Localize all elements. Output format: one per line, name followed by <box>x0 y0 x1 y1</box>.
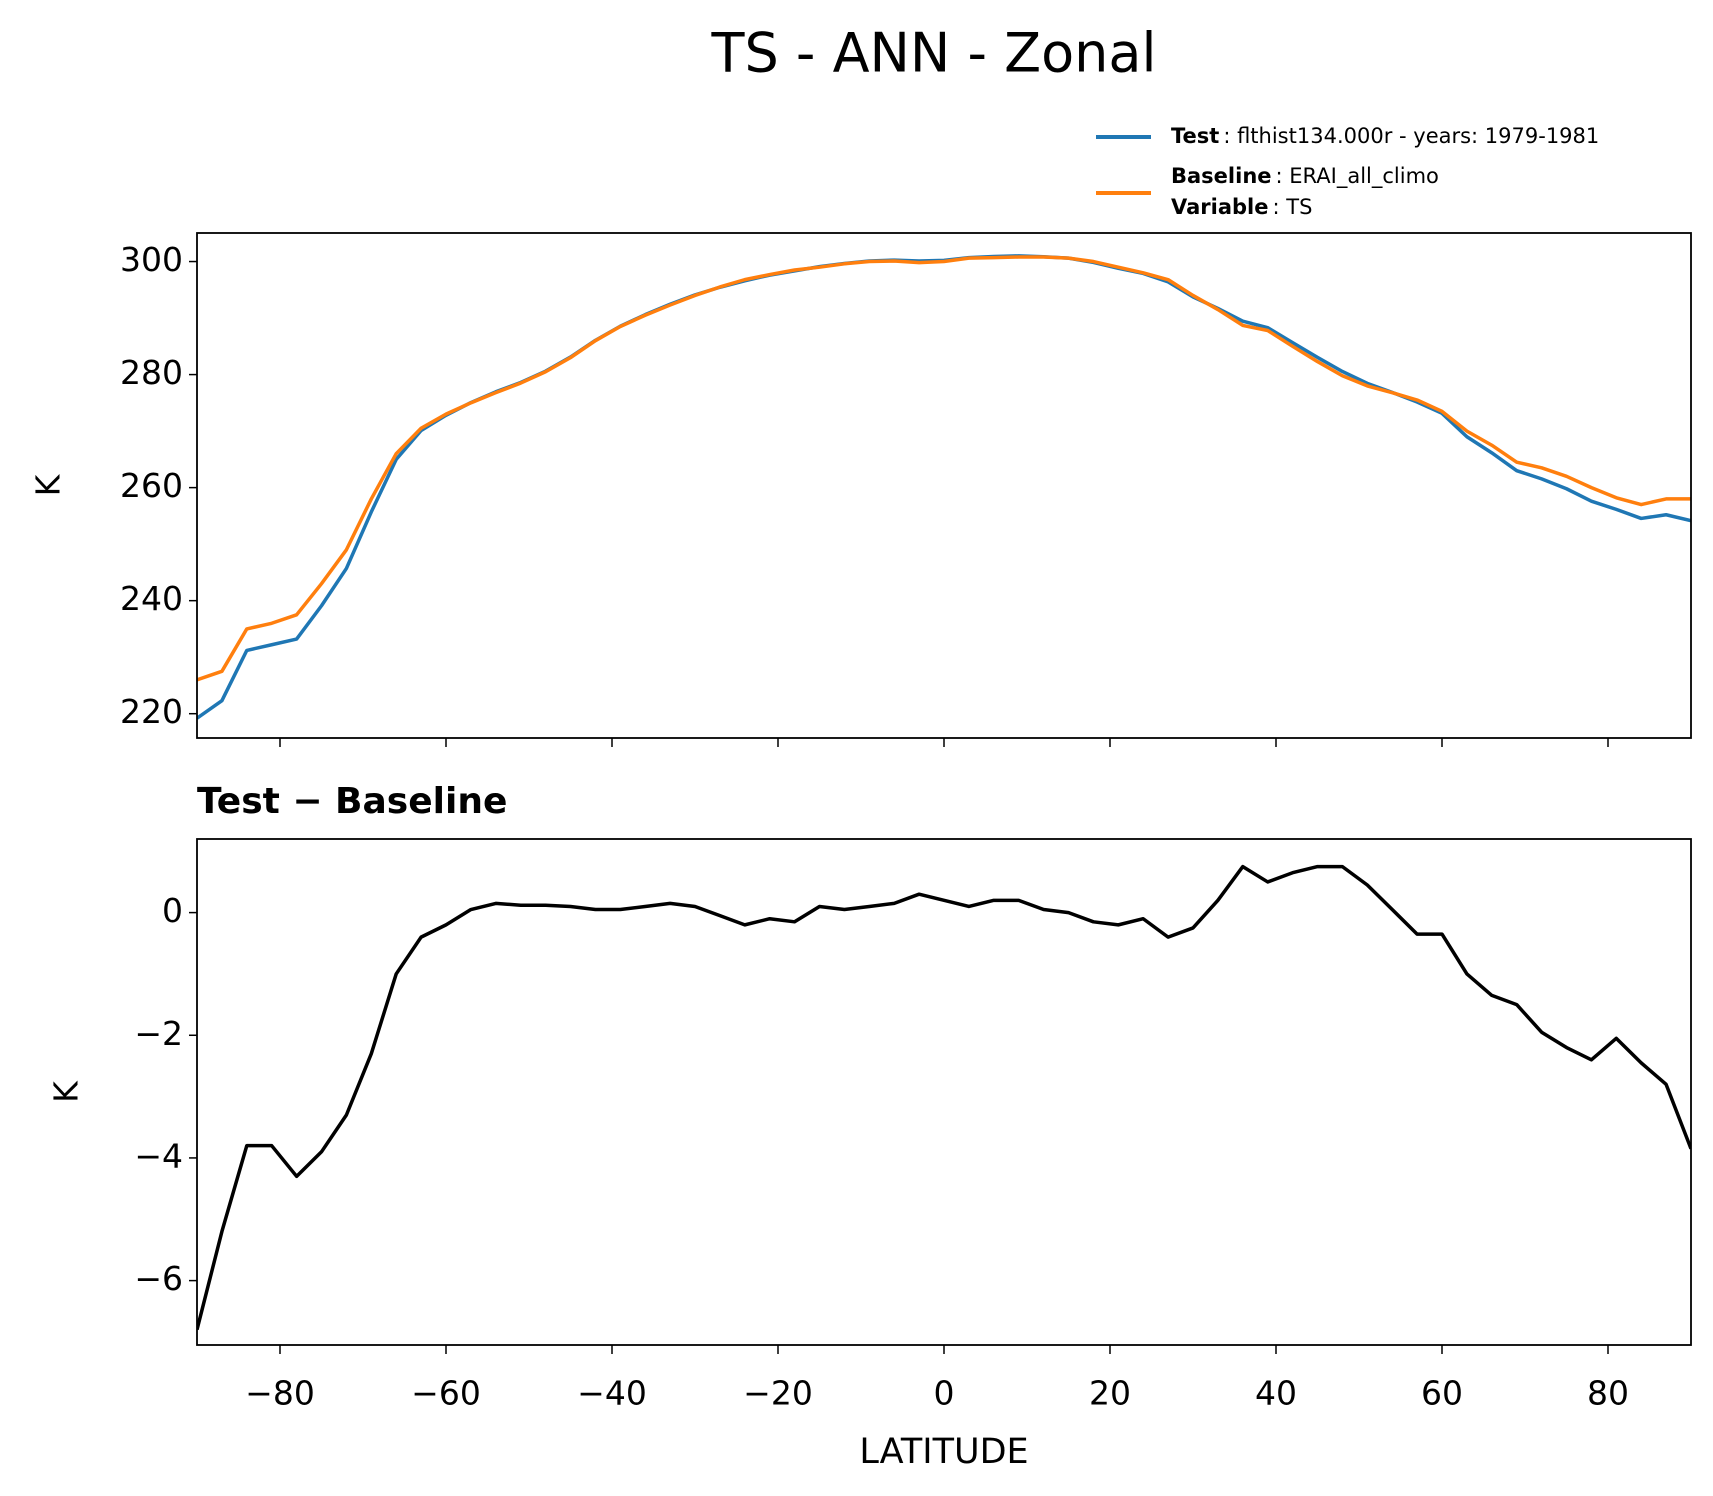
data-line <box>197 254 1691 720</box>
y-tick-label: −4 <box>134 1136 183 1175</box>
legend-description: : flthist134.000r - years: 1979-1981 <box>1223 124 1599 148</box>
x-tick-label: −20 <box>743 1374 813 1413</box>
x-tick-label: 40 <box>1255 1374 1297 1413</box>
legend-name: Test <box>1171 124 1219 148</box>
figure-title: TS - ANN - Zonal <box>711 22 1157 85</box>
legend-entry: Baseline: ERAI_all_climo <box>1171 164 1439 189</box>
legend-description: : ERAI_all_climo <box>1276 164 1439 189</box>
y-tick-label: 0 <box>162 891 183 930</box>
legend-name: Baseline <box>1171 164 1272 188</box>
legend-entry: Test: flthist134.000r - years: 1979-1981 <box>1171 124 1599 148</box>
data-line <box>197 864 1691 1331</box>
y-tick-label: −6 <box>134 1259 183 1298</box>
x-tick-label: 20 <box>1089 1374 1131 1413</box>
x-tick-label: −40 <box>577 1374 647 1413</box>
y-axis-label: K <box>47 1080 86 1103</box>
legend-variable-label: Variable <box>1171 195 1268 219</box>
y-tick-label: 220 <box>120 692 183 731</box>
y-tick-label: 240 <box>120 579 183 618</box>
x-tick-label: −60 <box>411 1374 481 1413</box>
x-tick-label: −80 <box>245 1374 315 1413</box>
x-tick-label: 80 <box>1587 1374 1629 1413</box>
subplot-title: Test − Baseline <box>197 781 507 822</box>
legend-variable-value: : TS <box>1272 195 1312 219</box>
x-tick-label: 60 <box>1421 1374 1463 1413</box>
y-tick-label: 280 <box>120 353 183 392</box>
y-tick-label: 260 <box>120 466 183 505</box>
data-line <box>197 255 1691 682</box>
y-tick-label: −2 <box>134 1014 183 1053</box>
y-tick-label: 300 <box>120 240 183 279</box>
y-axis-label: K <box>29 473 68 496</box>
x-axis-label: LATITUDE <box>859 1432 1028 1472</box>
legend-variable: Variable: TS <box>1171 195 1312 219</box>
axes-frame <box>196 232 1692 739</box>
axes-frame <box>196 838 1692 1346</box>
x-tick-label: 0 <box>934 1374 955 1413</box>
